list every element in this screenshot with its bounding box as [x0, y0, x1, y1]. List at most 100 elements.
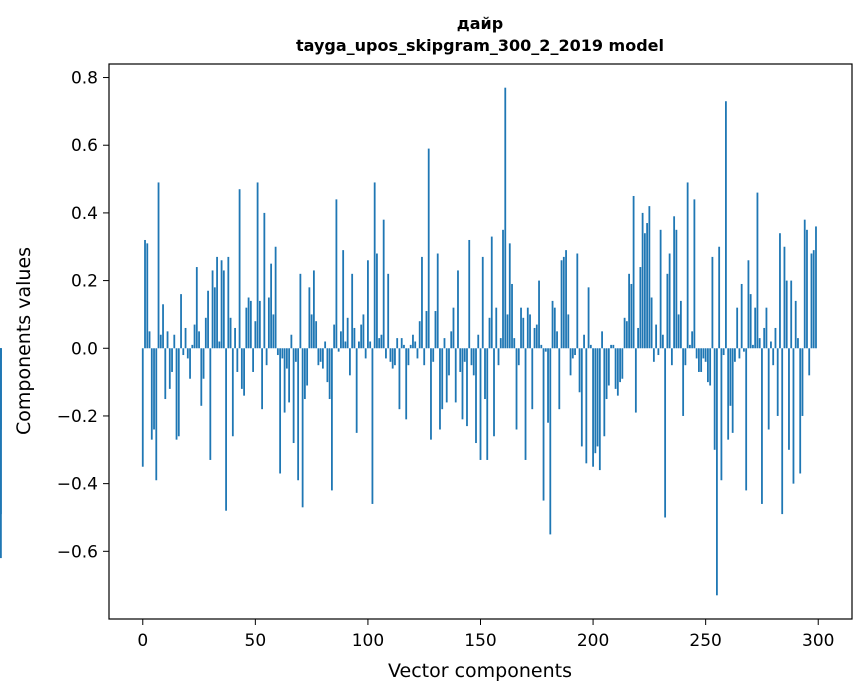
bar-58 [272, 314, 275, 349]
bar-184 [556, 331, 558, 349]
bar-77 [315, 321, 318, 349]
bar-298 [812, 250, 815, 349]
bar-17 [180, 294, 182, 349]
bar-249 [702, 348, 705, 359]
bar-240 [682, 348, 685, 416]
bar-203 [598, 348, 601, 471]
bar-206 [605, 348, 608, 400]
bar-55 [265, 348, 268, 366]
bar-6 [155, 348, 158, 481]
bar-245 [693, 199, 696, 349]
bar-235 [670, 348, 673, 366]
bar-153 [486, 348, 489, 460]
chart-subtitle: tayga_upos_skipgram_300_2_2019 model [296, 36, 664, 55]
bar-125 [423, 348, 426, 366]
bar-91 [346, 317, 349, 349]
bar-10 [164, 348, 167, 400]
bar-259 [725, 101, 727, 349]
bar-65 [288, 348, 291, 403]
bar-68 [294, 348, 297, 362]
bar-undefined [0, 348, 2, 430]
bar-289 [792, 348, 795, 484]
bar-73 [306, 348, 309, 386]
bar-195 [580, 348, 583, 447]
bar-175 [535, 324, 538, 349]
y-axis-label: Components values [13, 247, 35, 435]
bar-265 [738, 348, 741, 359]
bar-162 [506, 314, 509, 349]
bar-285 [783, 246, 786, 349]
bar-13 [171, 348, 173, 372]
bar-295 [806, 229, 808, 349]
x-axis-label: Vector components [388, 660, 572, 682]
bar-25 [198, 331, 200, 349]
bar-75 [310, 314, 313, 349]
bar-279 [770, 341, 772, 349]
bar-28 [204, 317, 207, 349]
bar-61 [279, 348, 282, 474]
bar-208 [610, 344, 612, 349]
bar-82 [326, 348, 329, 383]
bar-242 [686, 182, 689, 349]
bar-160 [502, 229, 504, 349]
bar-19 [184, 327, 187, 349]
bar-163 [508, 243, 511, 349]
bar-292 [799, 348, 802, 474]
bar-15 [175, 348, 178, 440]
bar-254 [713, 348, 716, 450]
bar-89 [342, 250, 345, 349]
bar-134 [443, 338, 446, 349]
bar-124 [421, 256, 423, 349]
bar-293 [801, 348, 804, 416]
bar-137 [450, 331, 453, 349]
bar-166 [515, 348, 518, 430]
bar-236 [673, 216, 676, 349]
bar-113 [396, 338, 399, 349]
bar-116 [403, 344, 405, 349]
bar-119 [409, 344, 412, 349]
bar-291 [797, 338, 799, 349]
bar-11 [166, 331, 169, 349]
bar-207 [607, 348, 610, 386]
bar-27 [202, 348, 205, 379]
bar-142 [461, 348, 464, 420]
chart-title: дайр [457, 14, 503, 33]
bar-199 [589, 344, 592, 349]
bar-284 [781, 348, 784, 515]
bar-18 [182, 348, 185, 356]
bar-128 [430, 348, 432, 440]
bar-87 [337, 348, 340, 352]
bar-273 [756, 192, 759, 349]
bar-185 [558, 348, 561, 410]
bar-57 [270, 263, 273, 349]
bar-135 [445, 348, 448, 403]
bar-80 [321, 348, 324, 369]
bar-241 [684, 348, 687, 366]
bar-230 [659, 229, 662, 349]
bar-238 [677, 314, 680, 349]
bar-23 [193, 324, 196, 349]
bar-277 [765, 307, 768, 349]
bar-229 [657, 348, 660, 356]
bar-32 [213, 287, 216, 349]
bar-179 [544, 348, 547, 352]
bar-53 [261, 348, 263, 410]
bar-219 [634, 348, 637, 413]
bar-243 [688, 344, 691, 349]
bar-187 [562, 256, 565, 349]
bar-49 [252, 348, 254, 372]
x-tick-label: 200 [577, 631, 609, 651]
bar-47 [247, 297, 250, 349]
bar-193 [576, 253, 579, 349]
bar-261 [729, 348, 732, 406]
bar-37 [225, 348, 227, 511]
bar-138 [452, 307, 455, 349]
bar-267 [743, 348, 745, 352]
bar-123 [418, 321, 421, 349]
bar-110 [389, 348, 392, 362]
bar-31 [211, 270, 214, 349]
bar-250 [704, 348, 707, 362]
bar-173 [531, 348, 534, 410]
bar-150 [479, 348, 482, 460]
bar-24 [195, 267, 198, 349]
